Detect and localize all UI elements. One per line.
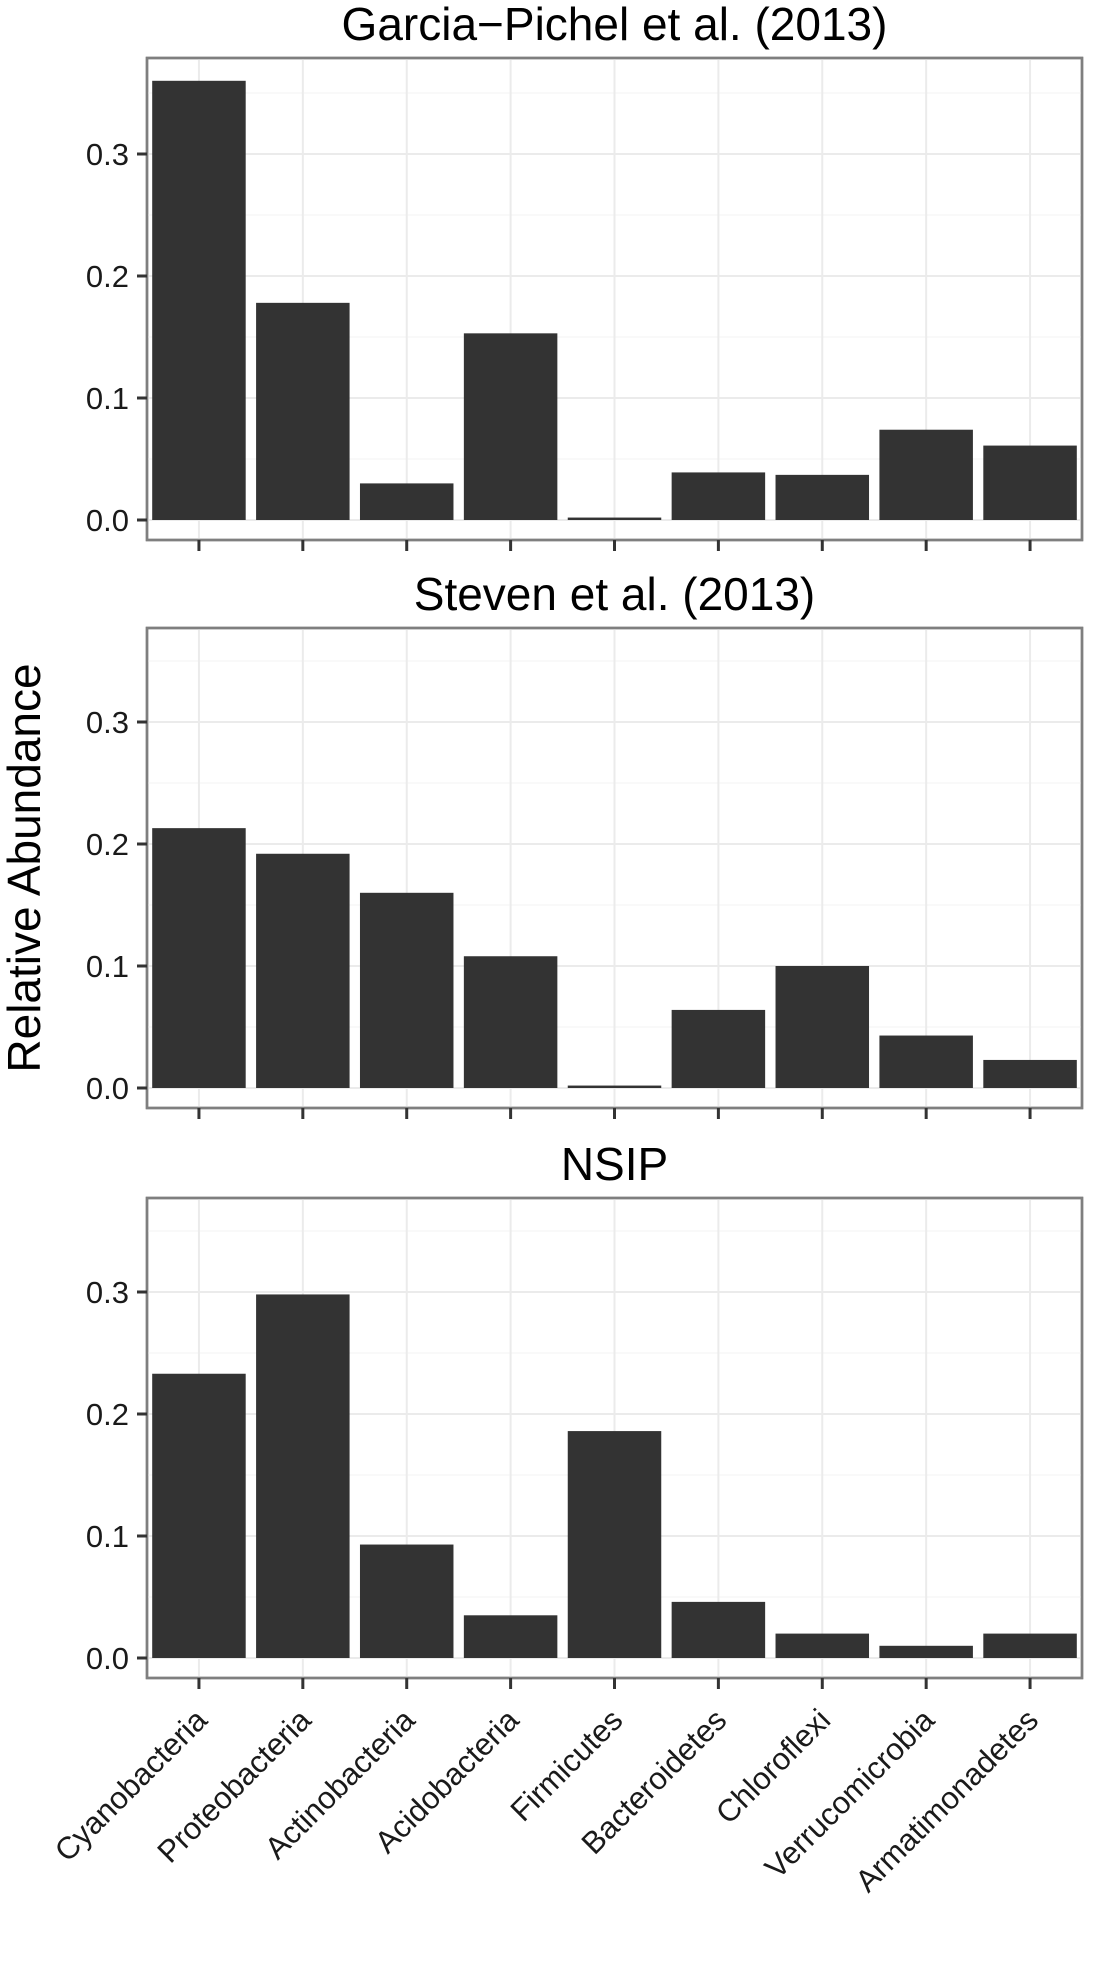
y-tick-label: 0.1 xyxy=(86,1519,129,1554)
bar-cyanobacteria xyxy=(152,1373,246,1658)
bar-armatimonadetes xyxy=(983,1633,1077,1658)
y-tick-label: 0.2 xyxy=(86,259,129,294)
y-tick-label: 0.3 xyxy=(86,705,129,740)
bar-chloroflexi xyxy=(775,1633,870,1658)
bar-firmicutes xyxy=(567,1431,662,1658)
bar-actinobacteria xyxy=(359,483,454,520)
y-tick-label: 0.3 xyxy=(86,137,129,172)
bar-cyanobacteria xyxy=(152,828,246,1088)
bar-armatimonadetes xyxy=(983,1059,1077,1088)
y-tick-label: 0.3 xyxy=(86,1275,129,1310)
bar-proteobacteria xyxy=(256,302,350,520)
y-tick-label: 0.2 xyxy=(86,827,129,862)
bar-chloroflexi xyxy=(775,474,870,520)
bar-armatimonadetes xyxy=(983,445,1077,520)
panel-title: Garcia−Pichel et al. (2013) xyxy=(342,0,888,50)
bar-firmicutes xyxy=(567,1085,662,1088)
bar-proteobacteria xyxy=(256,853,350,1088)
panel-3: 0.0 0.1 0.2 0.3 NSIP xyxy=(86,1138,1084,1689)
bar-bacteroidetes xyxy=(671,472,766,520)
bar-verrucomicrobia xyxy=(879,429,973,520)
bar-bacteroidetes xyxy=(671,1601,766,1658)
bar-actinobacteria xyxy=(359,1544,454,1658)
bar-chloroflexi xyxy=(775,966,870,1088)
y-tick-label: 0.0 xyxy=(86,503,129,538)
y-tick-label: 0.1 xyxy=(86,949,129,984)
panel-2: 0.0 0.1 0.2 0.3 Steven et al. (2013) xyxy=(86,568,1084,1119)
y-tick-label: 0.2 xyxy=(86,1397,129,1432)
y-tick-label: 0.0 xyxy=(86,1641,129,1676)
y-tick-label: 0.0 xyxy=(86,1071,129,1106)
bar-firmicutes xyxy=(567,517,662,520)
panel-1: 0.0 0.1 0.2 0.3 Garcia−Pichel et al. (2013) xyxy=(86,0,1084,551)
bar-proteobacteria xyxy=(256,1294,350,1658)
bar-bacteroidetes xyxy=(671,1009,766,1088)
bar-actinobacteria xyxy=(359,892,454,1088)
bar-acidobacteria xyxy=(463,1615,558,1658)
y-tick-label: 0.1 xyxy=(86,381,129,416)
bar-verrucomicrobia xyxy=(879,1645,973,1658)
bar-acidobacteria xyxy=(463,333,558,520)
bar-acidobacteria xyxy=(463,956,558,1088)
bar-cyanobacteria xyxy=(152,80,246,521)
x-tick-label: Armatimonadetes xyxy=(848,1702,1045,1899)
y-axis-label: Relative Abundance xyxy=(0,663,50,1072)
panel-title: Steven et al. (2013) xyxy=(414,568,815,620)
panel-title: NSIP xyxy=(561,1138,668,1190)
bar-verrucomicrobia xyxy=(879,1035,973,1088)
